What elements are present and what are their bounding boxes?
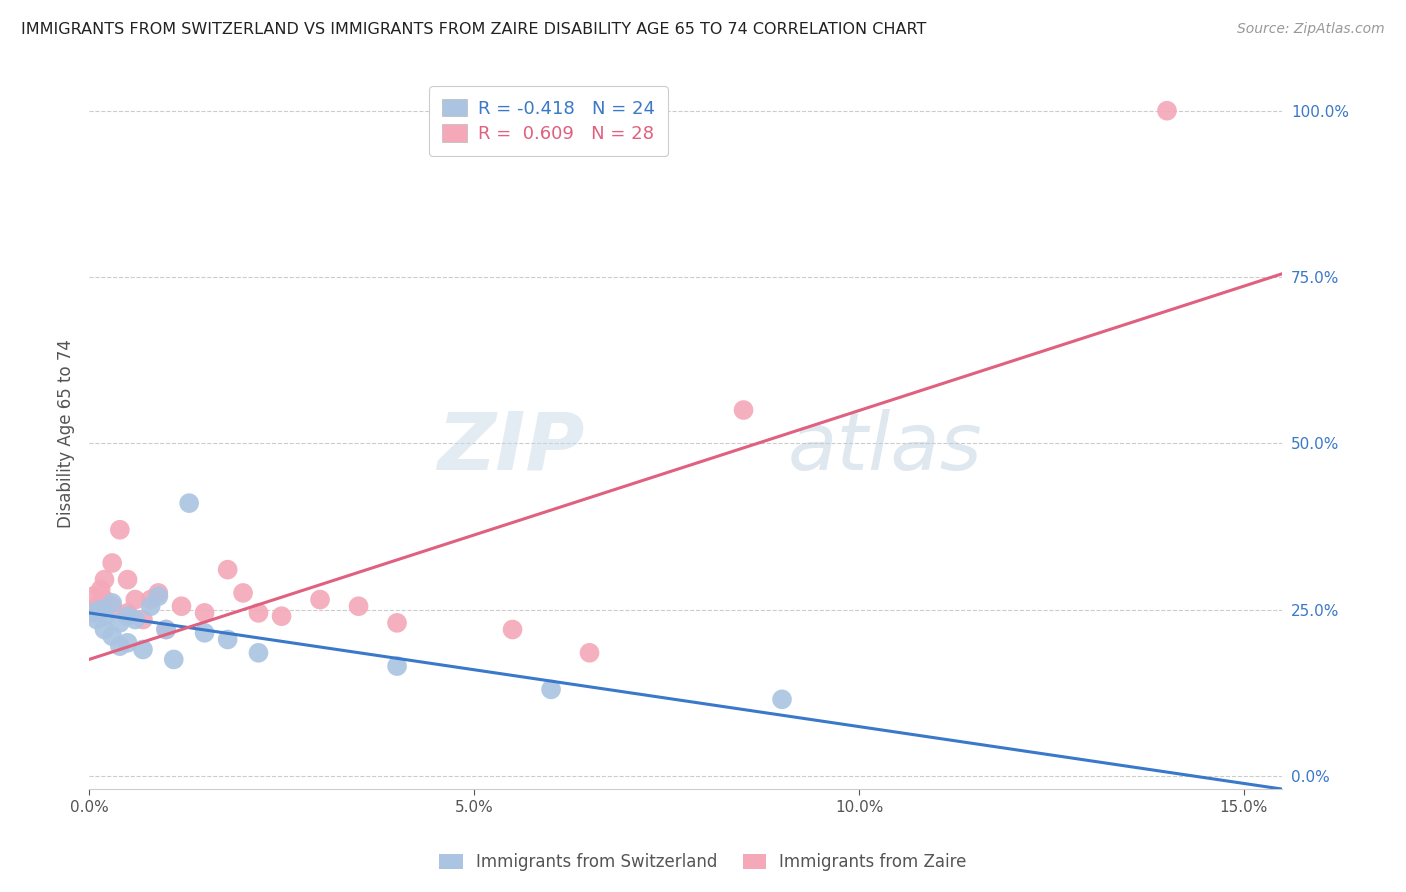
Text: atlas: atlas [787, 409, 981, 486]
Point [82, 589, 104, 603]
Point [86, 599, 108, 614]
Point [733, 403, 755, 417]
Point [93, 623, 115, 637]
Text: ZIP: ZIP [437, 409, 585, 486]
Point [86, 613, 108, 627]
Text: IMMIGRANTS FROM SWITZERLAND VS IMMIGRANTS FROM ZAIRE DISABILITY AGE 65 TO 74 COR: IMMIGRANTS FROM SWITZERLAND VS IMMIGRANT… [21, 22, 927, 37]
Point [90, 582, 112, 597]
Point [124, 592, 146, 607]
Point [247, 606, 270, 620]
Point [247, 646, 270, 660]
Point [232, 586, 254, 600]
Point [217, 632, 239, 647]
Point [217, 563, 239, 577]
Point [193, 625, 215, 640]
Text: Source: ZipAtlas.com: Source: ZipAtlas.com [1237, 22, 1385, 37]
Point [148, 589, 170, 603]
Point [139, 599, 162, 614]
Legend: Immigrants from Switzerland, Immigrants from Zaire: Immigrants from Switzerland, Immigrants … [432, 845, 974, 880]
Point [108, 615, 131, 630]
Point [117, 606, 139, 620]
Point [139, 592, 162, 607]
Point [170, 599, 193, 614]
Point [270, 609, 292, 624]
Point [148, 586, 170, 600]
Point [770, 692, 793, 706]
Point [124, 613, 146, 627]
Point [108, 639, 131, 653]
Point [117, 573, 139, 587]
Point [93, 609, 115, 624]
Point [540, 682, 562, 697]
Point [193, 606, 215, 620]
Point [93, 592, 115, 607]
Point [90, 602, 112, 616]
Point [93, 573, 115, 587]
Point [578, 646, 600, 660]
Point [385, 659, 408, 673]
Legend: R = -0.418   N = 24, R =  0.609   N = 28: R = -0.418 N = 24, R = 0.609 N = 28 [429, 87, 668, 156]
Point [101, 596, 124, 610]
Point [347, 599, 370, 614]
Point [1156, 103, 1178, 118]
Point [101, 629, 124, 643]
Point [132, 642, 155, 657]
Point [385, 615, 408, 630]
Point [108, 523, 131, 537]
Point [163, 652, 186, 666]
Point [155, 623, 177, 637]
Point [117, 609, 139, 624]
Point [179, 496, 201, 510]
Point [309, 592, 332, 607]
Y-axis label: Disability Age 65 to 74: Disability Age 65 to 74 [58, 339, 75, 528]
Point [82, 606, 104, 620]
Point [155, 623, 177, 637]
Point [101, 599, 124, 614]
Point [101, 556, 124, 570]
Point [502, 623, 524, 637]
Point [117, 636, 139, 650]
Point [132, 613, 155, 627]
